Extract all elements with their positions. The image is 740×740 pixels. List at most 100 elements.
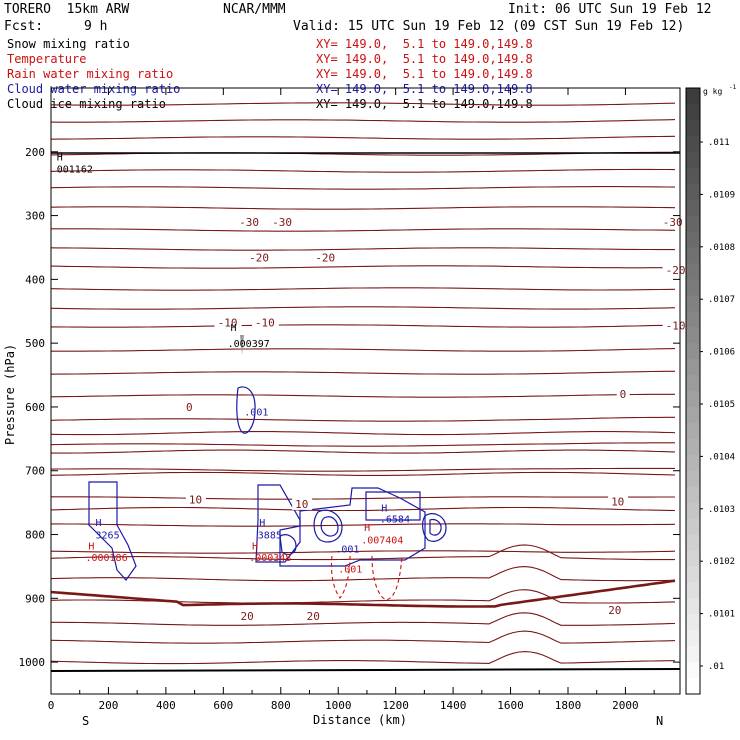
isotherm-line [51,523,676,527]
temperature-label: -30 [239,216,259,229]
legend-temperature-xy: XY= 149.0, 5.1 to 149.0,149.8 [316,52,533,66]
temperature-label: 20 [307,610,320,623]
colorbar-bin [686,678,700,695]
isotherm-line [50,306,676,310]
colorbar-bin [686,662,700,679]
colorbar-unit-exp: -1 [729,84,737,91]
colorbar-label: .0107 [708,295,735,305]
colorbar-bin [686,630,700,647]
colorbar-bin [686,311,700,328]
label-bg [269,215,297,228]
colorbar-label: .0105 [708,400,735,410]
cloud-contours [88,335,447,601]
cloud-water-contour [365,491,421,521]
isotherm-line [50,247,675,251]
label-bg [246,251,274,264]
colorbar-label: .0106 [708,348,735,358]
colorbar-bin [686,359,700,376]
colorbar-label: .0109 [708,190,735,200]
rain-contour [371,555,403,601]
extrema-label: .000186 [85,553,127,564]
colorbar-bin [686,534,700,551]
colorbar-unit: g kg [703,87,722,96]
isotherm-line [51,348,676,352]
cloud-water-contour [236,386,256,434]
label-bg [662,319,690,332]
colorbar-bin [686,167,700,185]
colorbar-bin [686,614,700,631]
isotherm-line [50,550,676,554]
isotherm-line [50,431,676,436]
init-time: Init: 06 UTC Sun 19 Feb 12 [508,2,712,17]
legend-snow-xy: XY= 149.0, 5.1 to 149.0,149.8 [316,37,533,51]
y-tick-label: 900 [25,592,45,605]
colorbar-bin [686,183,700,201]
colorbar-bin [686,343,700,360]
isotherm-line [50,630,676,644]
label-bg [182,400,196,413]
colorbar-label: .0108 [708,243,735,253]
contour-labels: -30 -30 -30 -20 -20 -20 -10 -10 -10 0 0 10 10 10 20 20 2… [57,152,690,623]
legend-cloud-ice-xy: XY= 149.0, 5.1 to 149.0,149.8 [316,97,533,111]
colorbar-bin [686,279,700,296]
colorbar-frame [685,87,701,695]
colorbar-bin [686,215,700,233]
isotherm-line [51,228,676,232]
isotherm-line [50,102,676,106]
colorbar-bin [686,518,700,536]
center-title: NCAR/MMM [223,2,286,17]
isotherm-line [50,471,676,476]
temperature-label: -10 [666,319,686,332]
isotherm-line [50,287,676,291]
cloud-water-contour [422,513,447,542]
y-tick-label: 600 [25,401,45,414]
colorbar-bin [686,566,700,583]
y-tick-label: 400 [25,273,45,286]
isotherm-line [50,186,676,190]
label-bg [237,610,258,623]
temperature-label: 20 [608,604,621,617]
cloud-water-contour [279,534,297,556]
extrema-label: .001 [335,545,359,556]
label-bg [616,388,630,401]
isotherm-line [50,265,676,269]
colorbar-bin [686,422,700,440]
colorbar: .011 .0109 .0108 .0107 .0106 .0105 .0104 .0103.… [685,87,735,695]
colorbar-label: .0104 [708,452,735,462]
x-tick-label: 1600 [497,699,524,712]
legend-snow: Snow mixing ratio [7,37,130,51]
colorbar-label: .01 [708,662,724,672]
extrema-label: .000348 [249,553,291,564]
cloud-water-contour [320,516,339,537]
extrema-label: H [252,541,258,552]
y-tick-label: 300 [25,210,45,223]
isotherm-line [50,135,676,140]
isotherm-line [50,442,675,447]
x-tick-label: 1400 [440,699,467,712]
x-tick-label: 1800 [555,699,582,712]
legend-rain: Rain water mixing ratio [7,67,174,81]
isotherm-line [50,589,676,604]
x-tick-label: 1000 [325,699,352,712]
temperature-label: -10 [255,317,275,330]
isotherm-line [50,544,675,561]
colorbar-bin [686,470,700,488]
cloud-water-contour [429,518,442,536]
temperature-label: 0 [620,388,627,401]
temperature-label: 10 [189,493,202,506]
isotherm-line [51,612,676,626]
isotherm-line [50,168,676,173]
colorbar-bin [686,406,700,424]
x-tick-label: 200 [99,699,119,712]
x-tick-label: 400 [156,699,176,712]
extrema-label: 3265 [96,531,120,542]
legend-cloud-water-xy: XY= 149.0, 5.1 to 149.0,149.8 [316,82,533,96]
x-tick-label: 800 [271,699,291,712]
y-tick-label: 700 [25,465,45,478]
isotherm-line [50,370,675,375]
isotherm-line [50,119,676,123]
colorbar-bin [686,151,700,169]
x-tick-label: 0 [48,699,55,712]
x-tick-label: 2000 [612,699,639,712]
